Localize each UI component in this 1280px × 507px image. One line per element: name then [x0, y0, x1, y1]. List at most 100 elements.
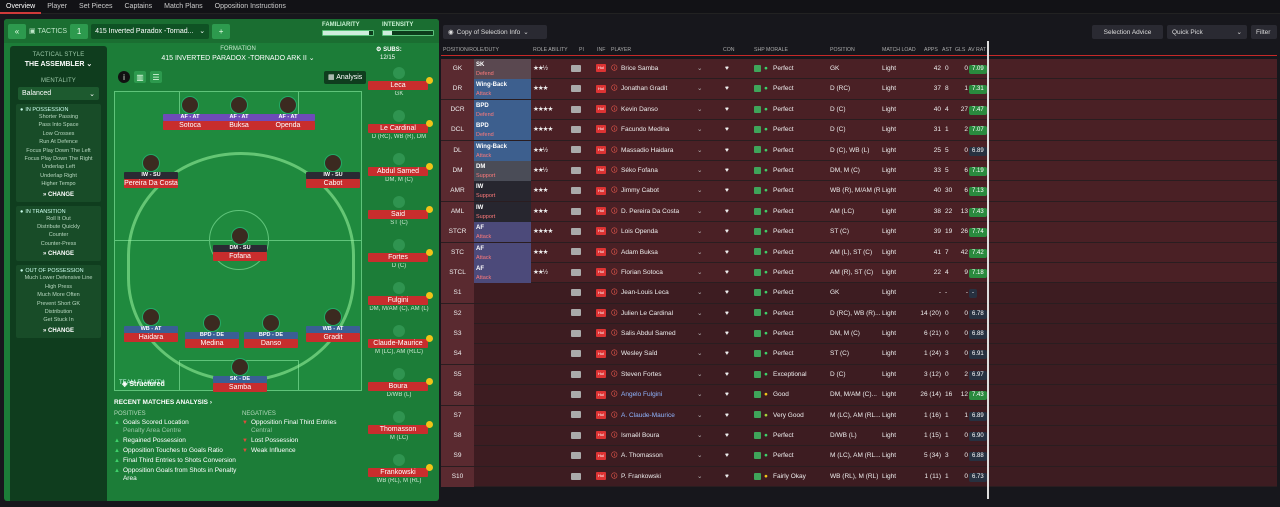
table-row[interactable]: S6 Hol 🛈 Angelo Fulgini ⌄ ♥ Good ● DM, M/AM (C).… [441, 385, 1277, 406]
table-row[interactable]: S10 Hol 🛈 P. Frankowski ⌄ ♥ Fairly Okay ● WB (RL… [441, 466, 1277, 488]
table-row[interactable]: DL Wing-Back Attack ★★½ Hol 🛈 Massadio Haidara… [441, 140, 1277, 161]
player-name[interactable]: Adam Buksa [621, 248, 658, 256]
role-duty[interactable]: BPD Defend [474, 99, 531, 120]
pitch-player[interactable]: IW - SU Pereira Da Costa [124, 154, 178, 188]
scroll-divider[interactable] [987, 41, 989, 499]
role-duty[interactable]: DM Support [474, 160, 531, 181]
player-name[interactable]: Massadio Haidara [621, 146, 674, 154]
table-row[interactable]: S3 Hol 🛈 Salis Abdul Samed ⌄ ♥ Perfect ● DM, M (… [441, 324, 1277, 345]
table-row[interactable]: STCL AF Attack ★★½ Hol 🛈 Florian Sotoca ⌄ ♥ Perfe… [441, 262, 1277, 284]
role-duty[interactable]: AF Attack [474, 222, 531, 243]
table-row[interactable]: S5 Hol 🛈 Steven Fortes ⌄ ♥ Exceptional ● D (C) Li… [441, 364, 1277, 386]
player-name[interactable]: P. Frankowski [621, 472, 661, 480]
player-name[interactable]: Brice Samba [621, 65, 659, 72]
column-header[interactable]: MORALE [766, 47, 788, 53]
tactic-slot[interactable]: 1 [70, 23, 89, 39]
table-row[interactable]: DCR BPD Defend ★★★★ Hol 🛈 Kevin Danso ⌄ ♥ Perfect… [441, 99, 1277, 121]
table-row[interactable]: STCR AF Attack ★★★★ Hol 🛈 Lois Openda ⌄ ♥ Perfect… [441, 222, 1277, 243]
swap-icon[interactable] [426, 378, 433, 385]
column-header[interactable]: POSITION/ROLE/DUTY [443, 47, 499, 53]
swap-icon[interactable] [426, 464, 433, 471]
pitch-player[interactable]: AF - AT Openda [261, 96, 315, 130]
recent-analysis-title[interactable]: RECENT MATCHES ANALYSIS › [114, 399, 213, 406]
nav-tab-set-pieces[interactable]: Set Pieces [79, 2, 113, 10]
list-icon[interactable]: ☰ [150, 71, 162, 83]
column-header[interactable]: APPS [924, 47, 938, 53]
column-header[interactable]: CON [723, 47, 735, 53]
sub-player[interactable]: Le Cardinal D (RC), WB (R), DM [365, 110, 433, 153]
table-row[interactable]: S4 Hol 🛈 Wesley Saïd ⌄ ♥ Perfect ● ST (C) Light 1 … [441, 344, 1277, 365]
pitch-player[interactable]: IW - SU Cabot [306, 154, 360, 188]
chart-icon[interactable]: ▥ [134, 71, 146, 83]
change-button[interactable]: » CHANGE [42, 327, 75, 334]
swap-icon[interactable] [426, 163, 433, 170]
player-name[interactable]: Jonathan Gradit [621, 85, 668, 93]
swap-icon[interactable] [426, 77, 433, 84]
pitch-player[interactable]: WB - AT Gradit [306, 308, 360, 342]
change-button[interactable]: » CHANGE [42, 191, 75, 198]
role-duty[interactable]: Wing-Back Attack [474, 79, 531, 100]
pitch-player[interactable]: SK - DE Samba [213, 358, 267, 392]
table-row[interactable]: AMR IW Support ★★★ Hol 🛈 Jimmy Cabot ⌄ ♥ Perfect ●… [441, 181, 1277, 202]
analysis-button[interactable]: ▦ Analysis [324, 71, 367, 84]
pitch-player[interactable]: WB - AT Haidara [124, 308, 178, 342]
player-name[interactable]: Jimmy Cabot [621, 187, 659, 195]
view-select[interactable]: ◉ Copy of Selection Info ⌄ [443, 25, 547, 39]
column-header[interactable]: AST [942, 47, 953, 53]
role-duty[interactable]: SK Defend [474, 59, 531, 79]
add-tactic-button[interactable]: + [212, 23, 231, 39]
swap-icon[interactable] [426, 421, 433, 428]
pitch-player[interactable]: AF - AT Sotoca [163, 96, 217, 130]
filter-button[interactable]: Filter [1251, 25, 1277, 39]
table-row[interactable]: DR Wing-Back Attack ★★★ Hol 🛈 Jonathan Gradit ⌄… [441, 79, 1277, 100]
pitch-player[interactable]: DM - SU Fofana [213, 227, 267, 261]
sub-player[interactable]: Said ST (C) [365, 196, 433, 239]
sub-player[interactable]: Fulgini DM, M/AM (C), AM (L) [365, 282, 433, 325]
swap-icon[interactable] [426, 335, 433, 342]
sub-player[interactable]: Claude-Maurice M (LC), AM (RLC) [365, 325, 433, 368]
pitch-player[interactable]: BPD - DE Danso [244, 314, 298, 348]
player-name[interactable]: D. Pereira Da Costa [621, 207, 680, 215]
role-duty[interactable]: IW Support [474, 181, 531, 202]
pitch-player[interactable]: AF - AT Buksa [212, 96, 266, 130]
player-name[interactable]: Séko Fofana [621, 166, 658, 174]
table-row[interactable]: S1 Hol 🛈 Jean-Louis Leca ⌄ ♥ Perfect ● GK Light - -… [441, 283, 1277, 304]
table-row[interactable]: S9 Hol 🛈 A. Thomasson ⌄ ♥ Perfect ● M (LC), AM (… [441, 446, 1277, 467]
swap-icon[interactable] [426, 249, 433, 256]
pitch-player[interactable]: BPD - DE Medina [185, 314, 239, 348]
collapse-button[interactable]: « [8, 23, 26, 39]
role-duty[interactable]: IW Support [474, 201, 531, 222]
player-name[interactable]: Lois Openda [621, 228, 658, 236]
table-row[interactable]: S7 Hol 🛈 A. Claude-Maurice ⌄ ♥ Very Good ● M (LC… [441, 405, 1277, 427]
table-row[interactable]: S2 Hol 🛈 Julien Le Cardinal ⌄ ♥ Perfect ● D (RC)… [441, 303, 1277, 325]
info-icon[interactable]: i [118, 71, 130, 83]
column-header[interactable]: MATCH LOAD [882, 47, 916, 53]
player-name[interactable]: Jean-Louis Leca [621, 289, 669, 297]
player-name[interactable]: Ismaël Boura [621, 432, 660, 440]
swap-icon[interactable] [426, 206, 433, 213]
role-duty[interactable]: Wing-Back Attack [474, 140, 531, 161]
player-name[interactable]: Angelo Fulgini [621, 391, 663, 399]
sub-player[interactable]: Thomasson M (LC) [365, 411, 433, 454]
nav-tab-captains[interactable]: Captains [124, 2, 153, 10]
table-row[interactable]: GK SK Defend ★★½ Hol 🛈 Brice Samba ⌄ ♥ Perfect ● GK… [441, 59, 1277, 80]
change-button[interactable]: » CHANGE [42, 251, 75, 258]
selection-advice-button[interactable]: Selection Advice [1092, 25, 1163, 39]
role-duty[interactable]: AF Attack [474, 242, 531, 263]
player-name[interactable]: Florian Sotoca [621, 268, 663, 276]
sub-player[interactable]: Fortes D (C) [365, 239, 433, 282]
table-row[interactable]: DM DM Support ★★½ Hol 🛈 Séko Fofana ⌄ ♥ Perfect ● D… [441, 160, 1277, 182]
sub-player[interactable]: Frankowski WB (RL), M (RL) [365, 454, 433, 497]
formation-select[interactable]: 415 INVERTED PARADOX -TORNADO ARK II ⌄ [161, 55, 315, 62]
table-row[interactable]: STC AF Attack ★★★ Hol 🛈 Adam Buksa ⌄ ♥ Perfect ● AM… [441, 242, 1277, 263]
column-header[interactable]: ROLE ABILITY [533, 47, 568, 53]
player-name[interactable]: A. Thomasson [621, 452, 663, 460]
table-row[interactable]: AML IW Support ★★★ Hol 🛈 D. Pereira Da Costa ⌄ ♥… [441, 201, 1277, 223]
role-duty[interactable]: BPD Defend [474, 120, 531, 141]
role-duty[interactable]: AF Attack [474, 262, 531, 283]
column-header[interactable]: GLS [955, 47, 966, 53]
sub-player[interactable]: Abdul Samed DM, M (C) [365, 153, 433, 196]
nav-tab-match-plans[interactable]: Match Plans [164, 2, 203, 10]
column-header[interactable]: POSITION [830, 47, 855, 53]
player-name[interactable]: Kevin Danso [621, 105, 658, 113]
